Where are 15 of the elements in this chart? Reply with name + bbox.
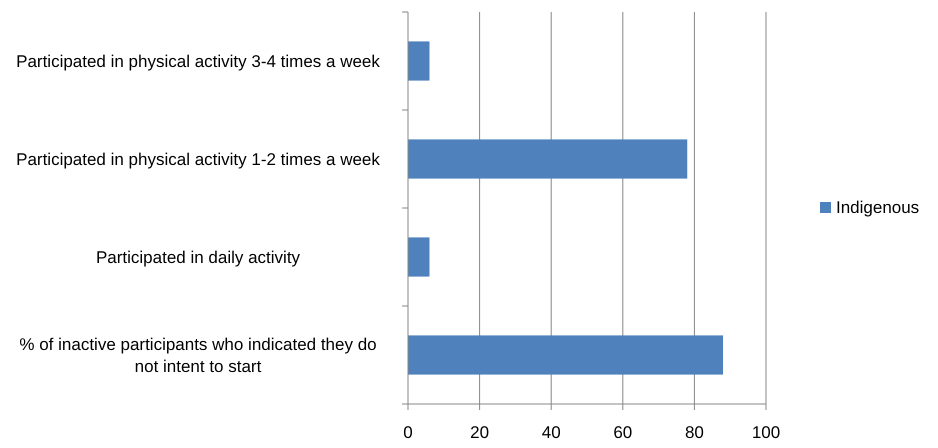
legend-label: Indigenous bbox=[836, 198, 920, 217]
x-tick-label: 0 bbox=[403, 423, 413, 442]
x-tick-label: 100 bbox=[752, 423, 780, 442]
x-tick-label: 40 bbox=[542, 423, 561, 442]
y-tick-label: % of inactive participants who indicated they do not intent to start bbox=[19, 334, 377, 376]
y-tick-label: Participated in physical activity 1-2 times a week bbox=[16, 150, 380, 169]
x-tick-label: 60 bbox=[613, 423, 632, 442]
bar bbox=[408, 139, 688, 179]
y-tick-label: Participated in daily activity bbox=[96, 248, 301, 267]
x-tick-label: 80 bbox=[684, 423, 704, 442]
bar bbox=[408, 41, 430, 81]
bar bbox=[408, 335, 724, 375]
bar bbox=[408, 237, 430, 277]
y-tick-label: Participated in physical activity 3-4 times a week bbox=[16, 52, 380, 71]
x-tick-label: 20 bbox=[470, 423, 490, 442]
